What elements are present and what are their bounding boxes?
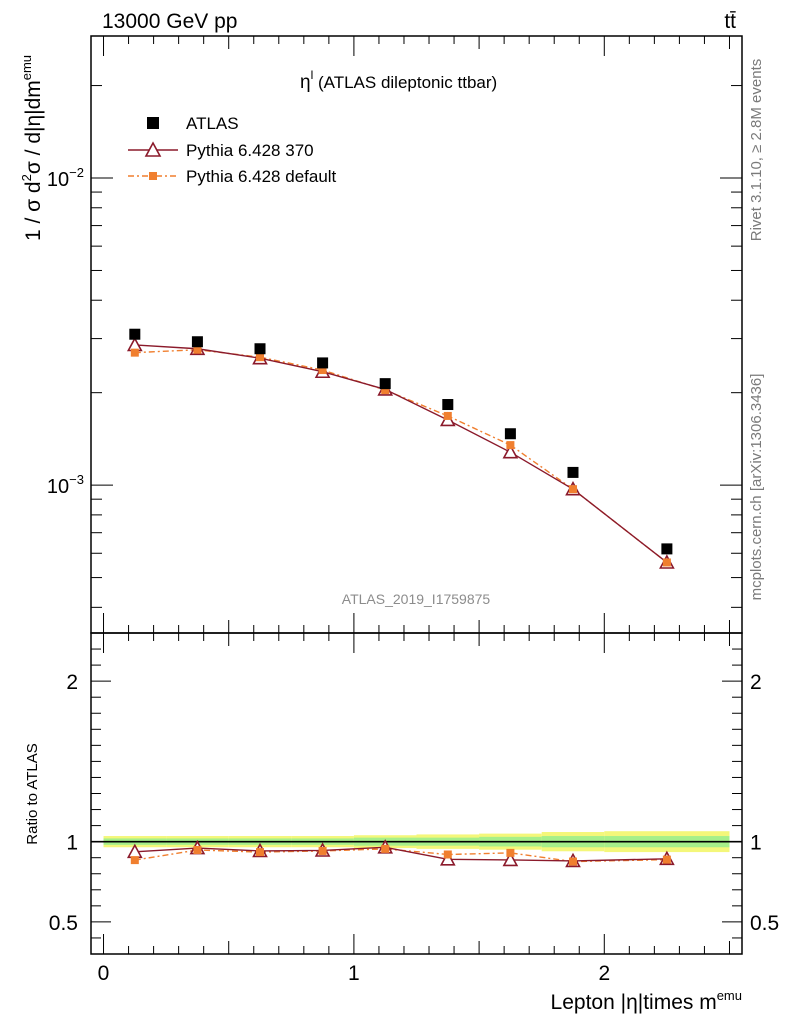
rivet-version-label: Rivet 3.1.10, ≥ 2.8M events [748, 59, 765, 242]
atlas-point [379, 378, 391, 390]
atlas-point [661, 543, 673, 555]
pythia-default-point [568, 485, 577, 494]
pythia-default-point [193, 345, 202, 354]
ratio-tick-label-right: 1 [750, 832, 762, 855]
atlas-point [317, 357, 329, 369]
ratio-panel-frame [90, 632, 743, 955]
mcplots-source-label: mcplots.cern.ch [arXiv:1306.3436] [748, 374, 765, 601]
pythia-370-point [502, 444, 519, 459]
y-tick-label: 10−3 [47, 472, 84, 498]
pythia-default-point [256, 353, 265, 362]
pythia-370-ratio-point [439, 851, 456, 866]
x-tick-label: 2 [598, 962, 610, 985]
plot-title: ηl (ATLAS dileptonic ttbar) [300, 68, 497, 93]
ratio-tick-label-right: 2 [750, 671, 762, 694]
x-tick-label: 1 [348, 962, 360, 985]
ylabel-part2: σ / d|η|dm [22, 80, 45, 174]
pythia-default-point [443, 411, 452, 420]
ratio-tick-label-left: 1 [66, 832, 78, 855]
legend-label-pythia-370: Pythia 6.428 370 [186, 141, 314, 160]
x-axis-label: Lepton |η|times memu [551, 988, 742, 1014]
legend-marker-pythia-default [149, 172, 157, 180]
ratio-tick-label-right: 0.5 [750, 912, 779, 935]
ylabel-part1: 1 / σ d [22, 181, 45, 241]
atlas-point [504, 428, 516, 440]
pythia-default-ratio-point [318, 846, 327, 855]
analysis-watermark: ATLAS_2019_I1759875 [342, 591, 491, 607]
ratio-tick-label-left: 0.5 [49, 912, 78, 935]
xlabel-sup: emu [717, 988, 742, 1003]
pythia-370-line [134, 344, 668, 564]
legend-marker-atlas [147, 117, 159, 129]
title-rest: (ATLAS dileptonic ttbar) [313, 73, 497, 92]
legend: ATLAS Pythia 6.428 370 Pythia 6.428 defa… [128, 114, 337, 186]
title-sup: l [311, 68, 314, 82]
pythia-default-point [318, 366, 327, 375]
atlas-point [254, 343, 266, 355]
title-base: η [300, 72, 311, 93]
pythia-370-ratio-point [502, 851, 519, 867]
atlas-point [442, 399, 454, 411]
energy-label: 13000 GeV pp [102, 10, 237, 33]
pythia-default-point [130, 348, 139, 357]
xlabel-base: Lepton |η|times m [551, 991, 717, 1014]
x-tick-label: 0 [98, 962, 110, 985]
atlas-point [129, 328, 141, 340]
pythia-default-ratio-point [381, 844, 390, 853]
pythia-default-ratio-point [443, 850, 452, 859]
axis-ticks: 0 1 2 10−2 10−3 0.5 0.5 1 1 2 2 [47, 36, 779, 985]
pythia-default-ratio-point [130, 856, 139, 865]
pythia-default-line [134, 349, 668, 564]
y-axis-label: 1 / σ d2σ / d|η|dmemu [19, 55, 45, 241]
pythia-default-ratio-point [506, 848, 515, 857]
pythia-default-point [506, 441, 515, 450]
process-label: tt̄ [724, 10, 736, 33]
pythia-default-ratio-point [256, 848, 265, 857]
pythia-default-point [381, 386, 390, 395]
ratio-y-axis-label: Ratio to ATLAS [24, 743, 41, 844]
ylabel-sup1: 2 [19, 174, 34, 181]
pythia-default-ratio-point [193, 845, 202, 854]
pythia-default-ratio-line [134, 848, 667, 863]
y-tick-label: 10−2 [47, 165, 84, 191]
legend-marker-pythia-370 [144, 141, 162, 157]
pythia-default-ratio-point [662, 855, 671, 864]
legend-label-pythia-default: Pythia 6.428 default [186, 167, 337, 186]
ylabel-sup2: emu [19, 55, 34, 80]
atlas-point [191, 336, 203, 348]
ratio-tick-label-left: 2 [66, 671, 78, 694]
atlas-point [567, 466, 579, 478]
legend-label-atlas: ATLAS [186, 114, 239, 133]
data-series [126, 328, 675, 868]
pythia-default-ratio-point [568, 857, 577, 866]
pythia-default-point [662, 558, 671, 567]
